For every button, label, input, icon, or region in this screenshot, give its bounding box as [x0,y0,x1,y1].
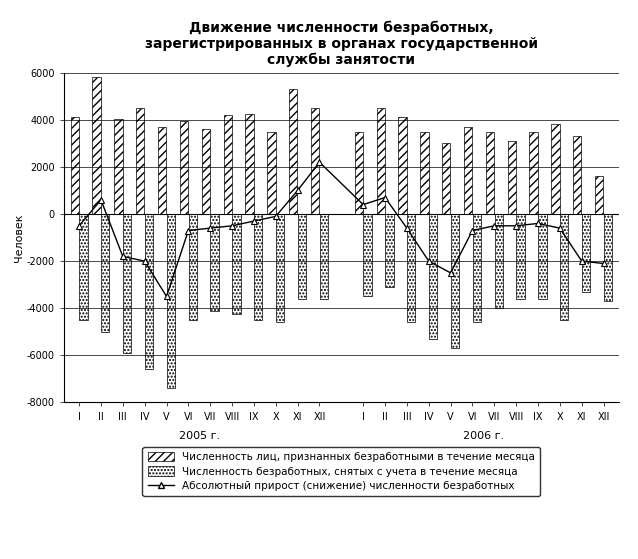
Bar [79,214,87,320]
Bar [486,131,494,214]
Bar [538,214,547,299]
Bar [311,108,319,214]
Y-axis label: Человек: Человек [14,214,24,262]
Bar [167,214,175,389]
Bar [267,131,276,214]
Bar [202,129,210,214]
Bar [189,214,197,320]
Bar [385,214,394,287]
Bar [158,127,167,214]
Bar [223,115,232,214]
Bar [211,214,219,311]
Bar [254,214,262,320]
Bar [516,214,524,299]
Legend: Численность лиц, признанных безработными в течение месяца, Численность безработн: Численность лиц, признанных безработными… [142,447,540,496]
Bar [398,117,406,214]
Bar [429,214,437,339]
Bar [560,214,568,320]
Bar [136,108,144,214]
Bar [93,77,101,214]
Bar [123,214,131,353]
Bar [180,121,188,214]
Bar [246,114,254,214]
Bar [473,214,481,323]
Title: Движение численности безработных,
зарегистрированных в органах государственной
с: Движение численности безработных, зареги… [145,20,538,67]
Bar [114,119,122,214]
Bar [355,131,363,214]
Bar [573,136,581,214]
Bar [101,214,110,332]
Bar [551,125,560,214]
Bar [71,117,79,214]
Bar [407,214,415,323]
Text: 2005 г.: 2005 г. [179,430,220,440]
Bar [442,143,450,214]
Bar [145,214,153,369]
Bar [494,214,503,308]
Bar [604,214,612,301]
Bar [276,214,285,323]
Bar [464,127,472,214]
Bar [451,214,459,348]
Bar [232,214,241,314]
Bar [595,176,604,214]
Bar [582,214,590,292]
Bar [289,89,297,214]
Bar [364,214,372,296]
Bar [320,214,328,299]
Bar [420,131,429,214]
Bar [376,108,385,214]
Bar [298,214,306,299]
Text: 2006 г.: 2006 г. [463,430,504,440]
Bar [530,131,538,214]
Bar [508,141,516,214]
